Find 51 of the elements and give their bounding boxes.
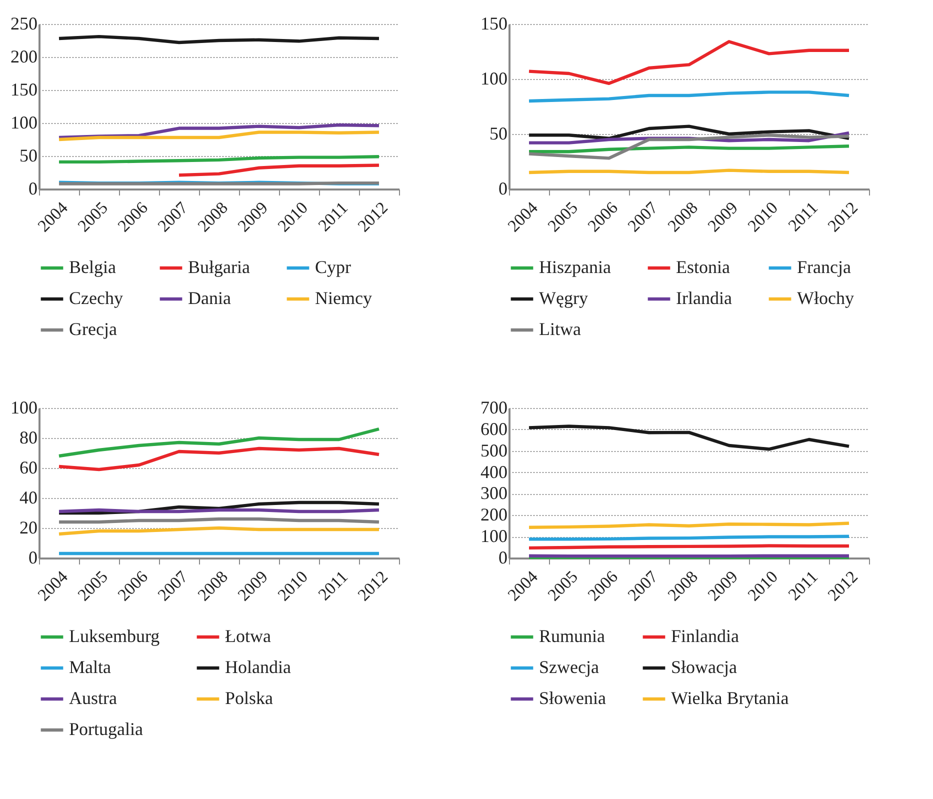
legend-label: Rumunia [539,626,606,646]
legend-label: Włochy [797,288,854,308]
y-tick-label: 0 [28,548,38,568]
y-tick-label: 200 [10,46,38,66]
y-tick-label: 250 [10,14,38,34]
y-tick-label: 600 [480,418,508,439]
legend-label: Irlandia [676,288,732,308]
legend-label: Litwa [539,319,581,339]
y-tick-label: 500 [480,440,508,460]
legend-label: Malta [69,657,111,677]
y-tick-label: 400 [480,462,508,482]
y-tick-label: 700 [480,398,508,418]
legend-label: Węgry [539,288,588,308]
y-tick-label: 100 [10,112,38,132]
legend-label: Belgia [69,257,116,277]
y-tick-label: 0 [498,178,508,198]
legend-label: Portugalia [69,719,143,739]
legend-label: Polska [225,688,274,708]
y-tick-label: 40 [20,488,38,508]
y-tick-label: 20 [20,518,38,538]
legend-label: Szwecja [539,657,599,677]
legend-label: Estonia [676,257,730,277]
legend-label: Wielka Brytania [671,688,789,708]
legend-label: Cypr [315,257,352,277]
y-tick-label: 100 [10,398,38,418]
legend-label: Luksemburg [69,626,160,646]
y-tick-label: 50 [490,124,508,144]
legend-label: Łotwa [225,626,271,646]
y-tick-label: 0 [498,548,508,568]
legend-label: Bułgaria [188,257,250,277]
y-tick-label: 60 [20,458,38,478]
y-tick-label: 50 [20,146,38,166]
y-tick-label: 150 [10,80,38,100]
legend-label: Austra [69,688,117,708]
y-tick-label: 100 [480,68,508,88]
legend-label: Holandia [225,657,291,677]
legend-label: Grecja [69,319,117,339]
legend-label: Słowenia [539,688,606,708]
y-tick-label: 200 [480,504,508,525]
y-tick-label: 150 [480,14,508,34]
legend-label: Hiszpania [539,257,611,277]
legend-label: Słowacja [671,657,737,677]
legend-label: Finlandia [671,626,740,646]
legend-label: Czechy [69,288,123,308]
legend-label: Francja [797,257,851,277]
legend-label: Niemcy [315,288,372,308]
y-tick-label: 100 [480,526,508,546]
y-tick-label: 0 [28,178,38,198]
legend-label: Dania [188,288,231,308]
y-tick-label: 80 [20,428,38,448]
y-tick-label: 300 [480,483,508,504]
